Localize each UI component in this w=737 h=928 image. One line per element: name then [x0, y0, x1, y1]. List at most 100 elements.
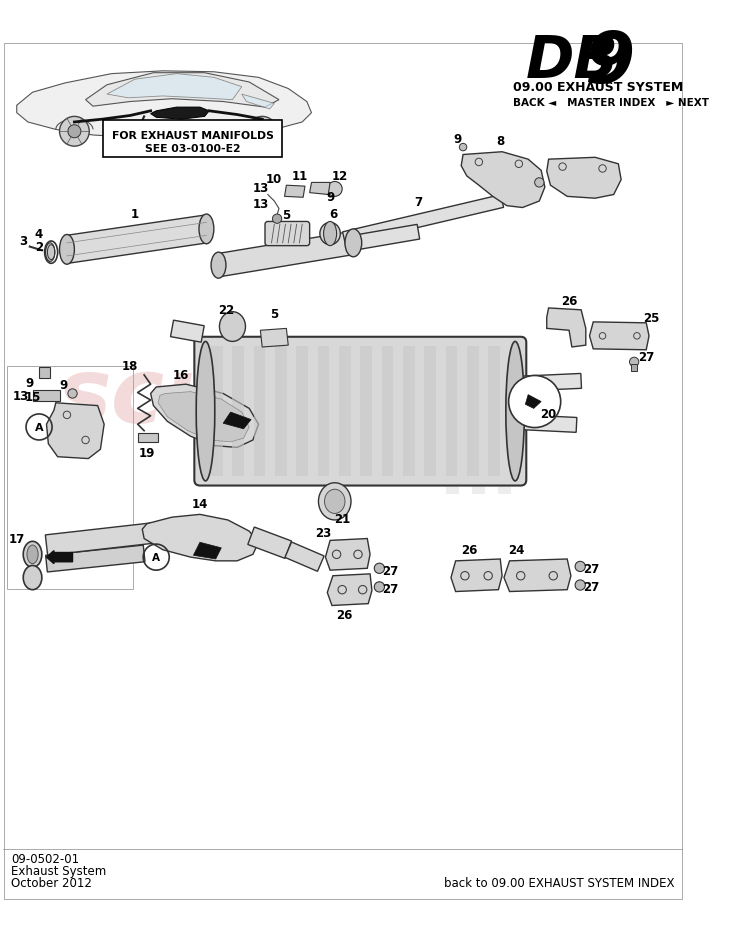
- Bar: [511, 469, 525, 482]
- Polygon shape: [17, 71, 312, 138]
- Ellipse shape: [46, 243, 55, 263]
- Text: 19: 19: [139, 447, 155, 460]
- Text: DB: DB: [525, 33, 618, 90]
- Bar: [425, 347, 436, 477]
- Polygon shape: [326, 539, 370, 571]
- Bar: [472, 430, 486, 443]
- Bar: [467, 347, 478, 477]
- Bar: [360, 347, 372, 477]
- Text: 5: 5: [282, 209, 290, 222]
- Circle shape: [327, 182, 342, 197]
- Text: 20: 20: [540, 408, 556, 421]
- Bar: [498, 430, 511, 443]
- Circle shape: [374, 582, 385, 592]
- Text: BACK ◄   MASTER INDEX   ► NEXT: BACK ◄ MASTER INDEX ► NEXT: [513, 97, 709, 108]
- Text: 9: 9: [584, 29, 635, 97]
- Polygon shape: [504, 560, 571, 592]
- Polygon shape: [85, 73, 279, 108]
- Polygon shape: [520, 416, 577, 432]
- Bar: [447, 430, 459, 443]
- Text: 25: 25: [643, 312, 659, 325]
- Text: 26: 26: [461, 544, 478, 557]
- Bar: [472, 482, 486, 495]
- FancyBboxPatch shape: [265, 222, 310, 246]
- Bar: [459, 469, 472, 482]
- Text: 7: 7: [414, 195, 422, 208]
- Ellipse shape: [24, 542, 42, 568]
- Bar: [39, 367, 50, 379]
- Circle shape: [534, 178, 544, 187]
- Circle shape: [374, 563, 385, 574]
- Bar: [486, 443, 498, 456]
- Polygon shape: [327, 574, 372, 606]
- Text: 9: 9: [59, 379, 67, 392]
- Polygon shape: [142, 515, 259, 561]
- Polygon shape: [193, 543, 221, 560]
- Text: 9: 9: [26, 377, 34, 390]
- Text: 09-0502-01: 09-0502-01: [11, 852, 80, 865]
- Bar: [498, 482, 511, 495]
- Polygon shape: [285, 543, 324, 572]
- Bar: [459, 443, 472, 456]
- Text: 4: 4: [35, 227, 43, 240]
- Text: 11: 11: [291, 170, 307, 183]
- Text: 26: 26: [561, 295, 577, 308]
- Text: FOR EXHAUST MANIFOLDS: FOR EXHAUST MANIFOLDS: [111, 131, 273, 141]
- Text: scuderia: scuderia: [57, 353, 491, 441]
- Bar: [488, 347, 500, 477]
- Circle shape: [575, 580, 585, 590]
- Bar: [632, 365, 637, 372]
- Bar: [446, 347, 458, 477]
- Bar: [32, 391, 60, 402]
- Polygon shape: [170, 321, 204, 342]
- Text: 8: 8: [496, 135, 504, 148]
- Bar: [511, 443, 525, 456]
- Text: 13: 13: [252, 182, 268, 195]
- Polygon shape: [343, 196, 503, 245]
- Text: 6: 6: [329, 207, 337, 220]
- Ellipse shape: [320, 223, 340, 245]
- Ellipse shape: [324, 222, 337, 246]
- Polygon shape: [46, 523, 155, 556]
- Bar: [318, 347, 329, 477]
- Text: SEE 03-0100-E2: SEE 03-0100-E2: [144, 144, 240, 154]
- Ellipse shape: [199, 214, 214, 244]
- Ellipse shape: [345, 229, 362, 257]
- Text: 15: 15: [24, 391, 41, 404]
- Polygon shape: [547, 158, 621, 199]
- Circle shape: [629, 358, 639, 367]
- Polygon shape: [590, 323, 649, 351]
- Ellipse shape: [60, 235, 74, 265]
- Polygon shape: [525, 395, 541, 409]
- Polygon shape: [65, 216, 209, 264]
- Ellipse shape: [24, 566, 42, 590]
- Text: A: A: [153, 552, 160, 562]
- FancyBboxPatch shape: [103, 121, 282, 158]
- Text: 27: 27: [583, 562, 599, 575]
- FancyBboxPatch shape: [195, 338, 526, 486]
- Bar: [403, 347, 415, 477]
- Bar: [211, 347, 223, 477]
- Bar: [486, 417, 498, 430]
- Circle shape: [273, 214, 282, 224]
- Ellipse shape: [196, 342, 214, 482]
- Circle shape: [248, 117, 277, 147]
- Polygon shape: [547, 309, 586, 348]
- Text: 13: 13: [252, 198, 268, 211]
- Bar: [511, 417, 525, 430]
- Text: 9: 9: [326, 190, 334, 203]
- Text: 27: 27: [583, 581, 599, 594]
- Circle shape: [256, 125, 269, 138]
- Ellipse shape: [324, 490, 345, 514]
- Bar: [254, 347, 265, 477]
- Text: 27: 27: [383, 583, 399, 596]
- Bar: [296, 347, 308, 477]
- Bar: [232, 347, 244, 477]
- Bar: [447, 456, 459, 469]
- Text: 5: 5: [270, 308, 279, 321]
- Polygon shape: [284, 186, 305, 198]
- Text: back to 09.00 EXHAUST SYSTEM INDEX: back to 09.00 EXHAUST SYSTEM INDEX: [444, 876, 674, 889]
- Polygon shape: [150, 108, 209, 120]
- Polygon shape: [520, 374, 581, 392]
- Polygon shape: [352, 226, 419, 251]
